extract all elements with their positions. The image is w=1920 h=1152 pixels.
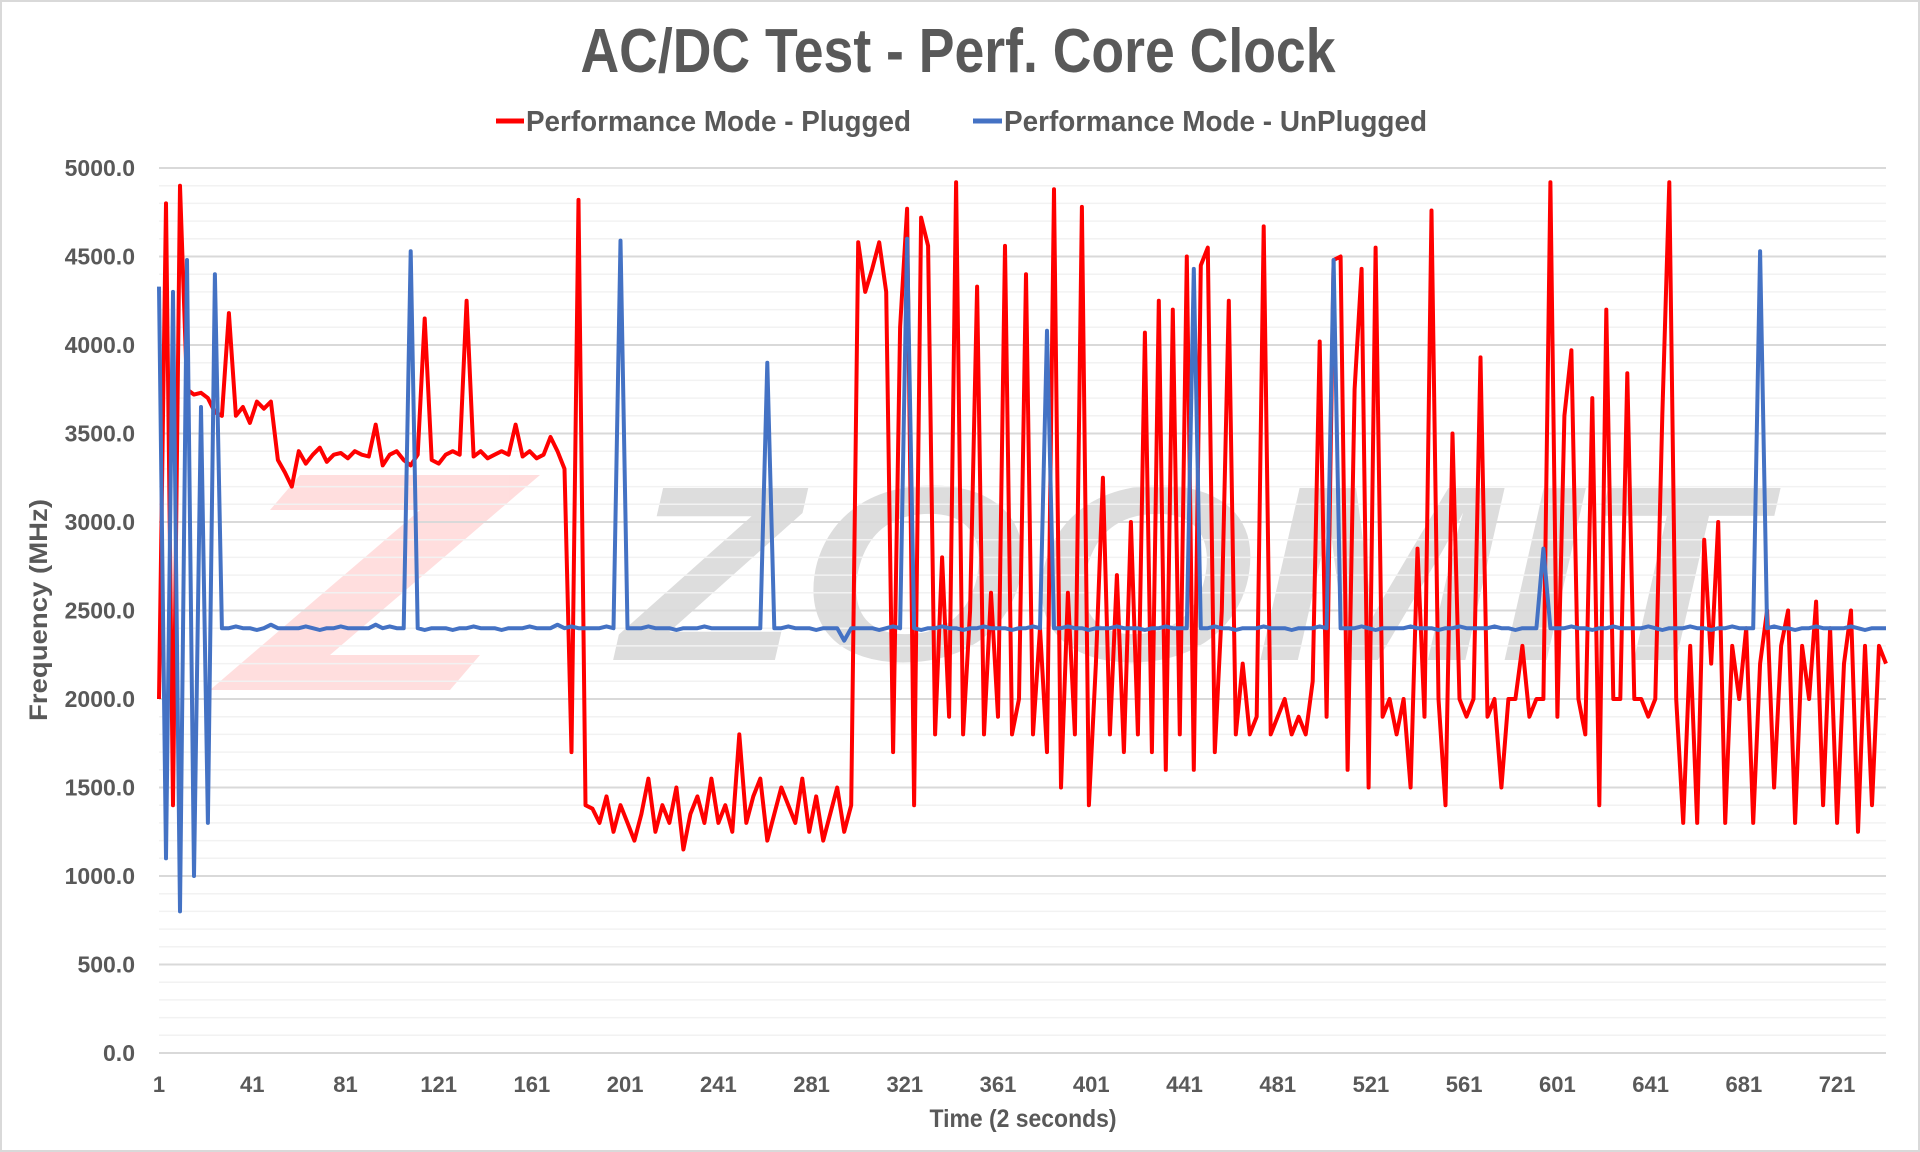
x-tick-label: 401 bbox=[1073, 1072, 1110, 1097]
x-axis-title: Time (2 seconds) bbox=[930, 1105, 1117, 1133]
x-tick-label: 601 bbox=[1539, 1072, 1576, 1097]
x-tick-label: 121 bbox=[420, 1072, 457, 1097]
legend: Performance Mode - Plugged Performance M… bbox=[496, 106, 1427, 138]
x-tick-label: 641 bbox=[1632, 1072, 1669, 1097]
legend-item-plugged[interactable]: Performance Mode - Plugged bbox=[496, 106, 911, 138]
watermark-z-red bbox=[210, 475, 540, 690]
x-tick-label: 681 bbox=[1725, 1072, 1762, 1097]
chart-title: AC/DC Test - Perf. Core Clock bbox=[581, 17, 1336, 86]
x-tick-label: 481 bbox=[1259, 1072, 1296, 1097]
legend-label-plugged: Performance Mode - Plugged bbox=[526, 106, 911, 138]
y-axis-title: Frequency (MHz) bbox=[25, 499, 53, 721]
series-lines bbox=[157, 180, 1888, 914]
y-tick-labels: 0.0 500.0 1000.0 1500.0 2000.0 2500.0 3000.0 35… bbox=[65, 155, 135, 1066]
y-tick-label: 1500.0 bbox=[65, 775, 135, 801]
y-tick-label: 3000.0 bbox=[65, 509, 135, 535]
y-tick-label: 0.0 bbox=[103, 1040, 135, 1066]
x-tick-label: 561 bbox=[1446, 1072, 1483, 1097]
x-tick-label: 721 bbox=[1819, 1072, 1856, 1097]
y-tick-label: 500.0 bbox=[77, 952, 135, 978]
x-tick-label: 241 bbox=[700, 1072, 737, 1097]
x-tick-label: 521 bbox=[1353, 1072, 1390, 1097]
x-tick-label: 441 bbox=[1166, 1072, 1203, 1097]
y-tick-label: 3500.0 bbox=[65, 421, 135, 447]
y-tick-label: 1000.0 bbox=[65, 863, 135, 889]
x-tick-label: 81 bbox=[333, 1072, 357, 1097]
y-tick-label: 2000.0 bbox=[65, 686, 135, 712]
y-tick-label: 5000.0 bbox=[65, 155, 135, 181]
y-tick-label: 4500.0 bbox=[65, 244, 135, 270]
x-tick-label: 41 bbox=[240, 1072, 264, 1097]
series-line-plugged bbox=[157, 180, 1888, 852]
x-tick-label: 1 bbox=[153, 1072, 165, 1097]
x-tick-label: 201 bbox=[607, 1072, 644, 1097]
x-tick-label: 361 bbox=[980, 1072, 1017, 1097]
y-tick-label: 4000.0 bbox=[65, 332, 135, 358]
y-tick-label: 2500.0 bbox=[65, 598, 135, 624]
x-tick-labels: 1 41 81 121 161 201 241 281 321 361 401 441 481 521 56… bbox=[153, 1072, 1856, 1097]
x-tick-label: 161 bbox=[514, 1072, 551, 1097]
x-tick-label: 321 bbox=[886, 1072, 923, 1097]
legend-item-unplugged[interactable]: Performance Mode - UnPlugged bbox=[973, 106, 1427, 138]
legend-label-unplugged: Performance Mode - UnPlugged bbox=[1004, 106, 1427, 138]
x-tick-label: 281 bbox=[793, 1072, 830, 1097]
series-line-unplugged bbox=[157, 236, 1886, 914]
